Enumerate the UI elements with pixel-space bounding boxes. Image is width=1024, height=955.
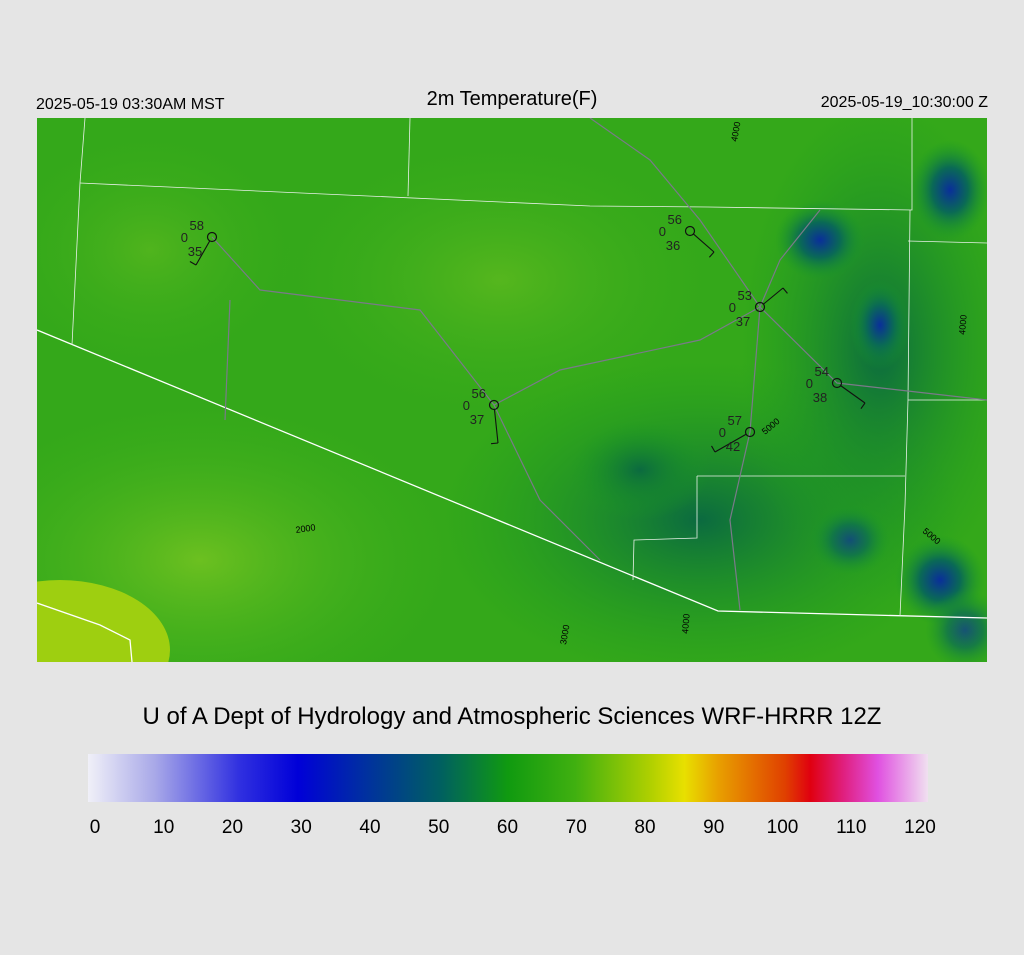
colorbar-tick-label: 110 bbox=[836, 817, 866, 838]
colorbar-tick-label: 100 bbox=[767, 817, 799, 838]
wind-barb-flag bbox=[711, 445, 716, 453]
station-dewpoint: 38 bbox=[813, 390, 827, 405]
colorbar-tick-label: 120 bbox=[904, 817, 936, 838]
station-cloud-cover: 0 bbox=[806, 376, 813, 391]
colorbar-tick-label: 20 bbox=[222, 817, 243, 838]
station-circle bbox=[684, 225, 696, 237]
wind-barb-flag bbox=[708, 251, 715, 258]
contour-label: 2000 bbox=[295, 522, 316, 535]
station-temperature: 58 bbox=[190, 218, 204, 233]
wind-barb bbox=[763, 287, 784, 305]
station-dewpoint: 36 bbox=[666, 238, 680, 253]
station-temperature: 56 bbox=[668, 212, 682, 227]
station-cloud-cover: 0 bbox=[181, 230, 188, 245]
colorbar-tick-label: 10 bbox=[153, 817, 174, 838]
colorbar-tick-label: 70 bbox=[566, 817, 587, 838]
footer-title: U of A Dept of Hydrology and Atmospheric… bbox=[143, 703, 882, 730]
map-field bbox=[37, 118, 987, 662]
colorbar-tick-label: 80 bbox=[634, 817, 655, 838]
valid-utc: 2025-05-19_10:30:00 Z bbox=[821, 94, 988, 111]
wind-barb bbox=[195, 240, 211, 266]
contour-label: 4000 bbox=[729, 121, 742, 142]
station-temperature: 56 bbox=[472, 386, 486, 401]
station-dewpoint: 42 bbox=[726, 439, 740, 454]
map-title: 2m Temperature(F) bbox=[427, 88, 598, 110]
station-cloud-cover: 0 bbox=[729, 300, 736, 315]
station-cloud-cover: 0 bbox=[719, 425, 726, 440]
valid-local: 2025-05-19 03:30AM MST bbox=[36, 96, 225, 113]
station-dewpoint: 37 bbox=[470, 412, 484, 427]
contour-label: 4000 bbox=[957, 314, 969, 335]
wind-barb bbox=[840, 385, 866, 404]
station-dewpoint: 35 bbox=[188, 244, 202, 259]
wind-barb bbox=[693, 233, 715, 253]
contour-label: 4000 bbox=[680, 613, 692, 634]
colorbar-tick-label: 60 bbox=[497, 817, 518, 838]
colorbar-tick-label: 40 bbox=[359, 817, 380, 838]
station-cloud-cover: 0 bbox=[463, 398, 470, 413]
wind-barb-flag bbox=[189, 261, 197, 266]
colorbar-tick-label: 90 bbox=[703, 817, 724, 838]
county-lines bbox=[71, 118, 987, 617]
station-circle bbox=[488, 399, 500, 411]
wind-barb-flag bbox=[490, 442, 499, 445]
station-circle bbox=[831, 377, 843, 389]
boundaries bbox=[37, 329, 987, 662]
colorbar bbox=[88, 754, 928, 802]
colorbar-tick-label: 30 bbox=[291, 817, 312, 838]
colorbar-tick-label: 50 bbox=[428, 817, 449, 838]
station-temperature: 53 bbox=[738, 288, 752, 303]
station-circle bbox=[206, 231, 218, 243]
station-cloud-cover: 0 bbox=[659, 224, 666, 239]
station-dewpoint: 37 bbox=[736, 314, 750, 329]
wind-barb bbox=[493, 409, 499, 444]
station-temperature: 54 bbox=[815, 364, 829, 379]
colorbar-tick-label: 0 bbox=[90, 817, 101, 838]
roads bbox=[211, 118, 987, 611]
wind-barb-flag bbox=[860, 402, 866, 410]
station-circle bbox=[754, 301, 766, 313]
contour-label: 3000 bbox=[558, 624, 571, 645]
colorbar-ticks: 0 10 20 30 40 50 60 70 80 90 100 110 120 bbox=[90, 817, 936, 838]
station-temperature: 57 bbox=[728, 413, 742, 428]
wind-barb-flag bbox=[782, 287, 788, 294]
wind-barb bbox=[714, 433, 747, 453]
station-circle bbox=[744, 426, 756, 438]
